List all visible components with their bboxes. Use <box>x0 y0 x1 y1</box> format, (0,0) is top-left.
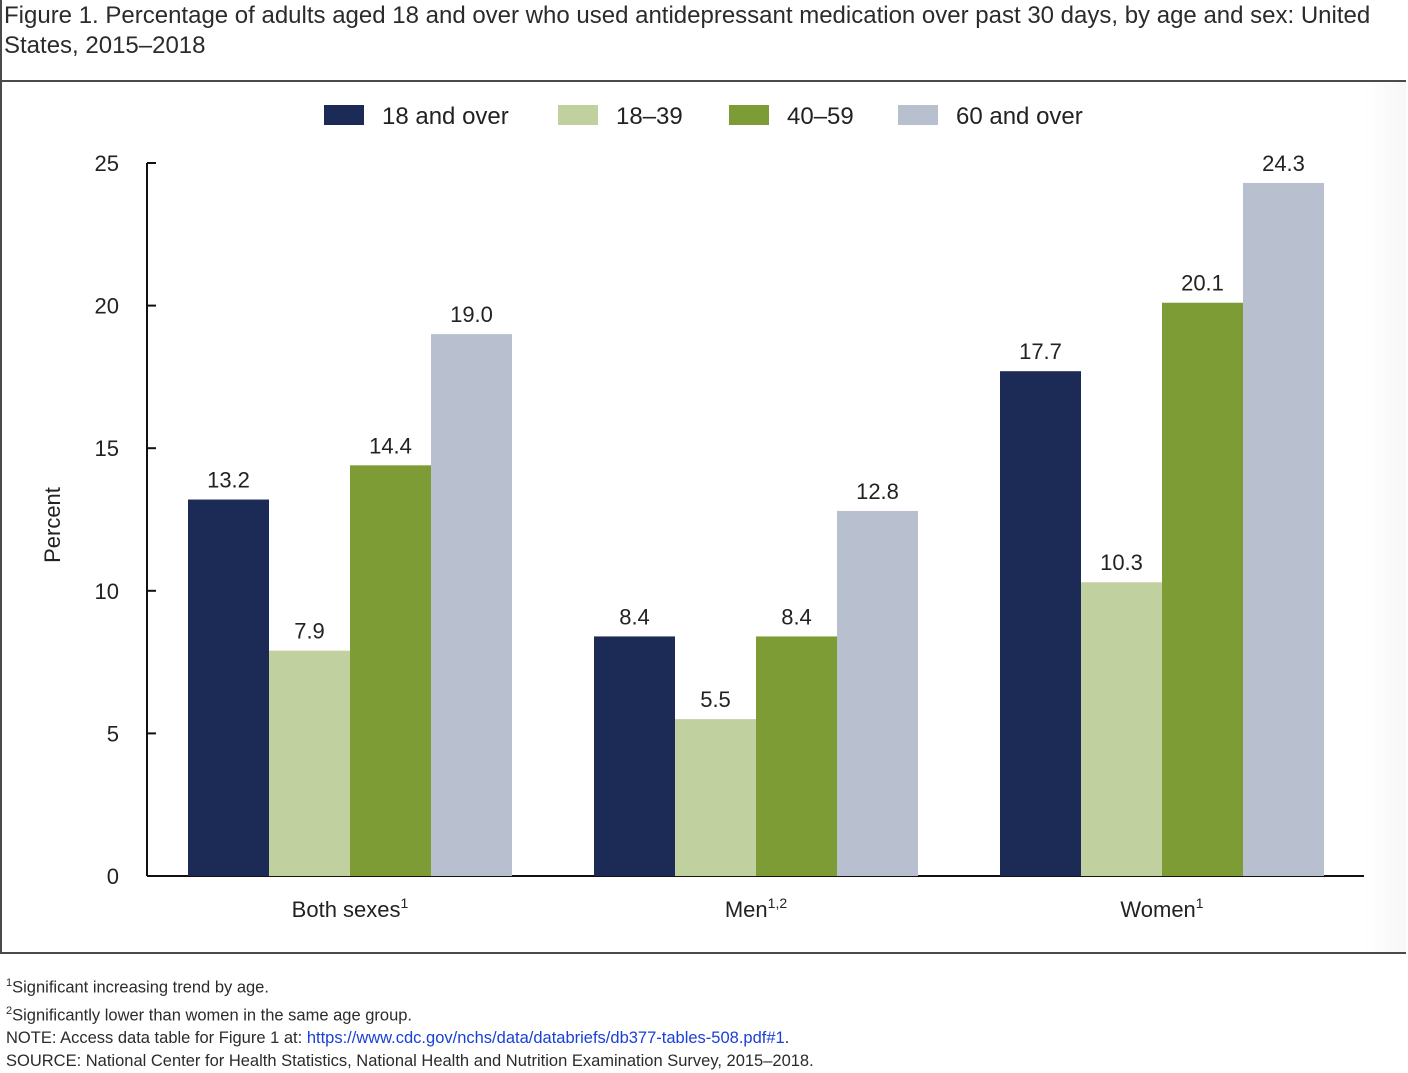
bar-1-1 <box>675 719 756 876</box>
category-label-sup-2: 1 <box>1196 895 1204 911</box>
category-label-text-0: Both sexes <box>292 897 401 922</box>
data-label-2-0: 17.7 <box>1019 339 1062 364</box>
category-label-text-1: Men <box>725 897 768 922</box>
bar-0-0 <box>188 499 269 876</box>
bar-2-0 <box>1000 371 1081 876</box>
data-label-1-3: 12.8 <box>856 479 899 504</box>
legend-label-3: 60 and over <box>956 103 1083 130</box>
legend-label-2: 40–59 <box>787 103 854 130</box>
legend-swatch-0 <box>324 105 364 125</box>
category-label-2: Women1 <box>1120 895 1203 922</box>
footnote-note: NOTE: Access data table for Figure 1 at:… <box>6 1027 814 1050</box>
data-label-1-1: 5.5 <box>700 687 731 712</box>
footnote-1: 1Significant increasing trend by age. <box>6 972 814 1000</box>
legend-label-1: 18–39 <box>616 103 683 130</box>
footnote-1-marker: 1 <box>6 977 13 989</box>
y-tick-label-5: 5 <box>107 721 119 746</box>
data-label-2-1: 10.3 <box>1100 550 1143 575</box>
y-tick-label-10: 10 <box>95 579 119 604</box>
bar-1-0 <box>594 636 675 876</box>
bar-0-3 <box>431 334 512 876</box>
footnotes: 1Significant increasing trend by age. 2S… <box>6 972 814 1073</box>
y-tick-label-20: 20 <box>95 294 119 319</box>
y-tick-label-25: 25 <box>95 151 119 176</box>
legend-label-0: 18 and over <box>382 103 509 130</box>
data-label-0-3: 19.0 <box>450 302 493 327</box>
category-label-0: Both sexes1 <box>292 895 409 922</box>
data-table-link[interactable]: https://www.cdc.gov/nchs/data/databriefs… <box>306 1029 785 1047</box>
figure-title: Figure 1. Percentage of adults aged 18 a… <box>4 2 1371 59</box>
data-label-0-1: 7.9 <box>294 619 325 644</box>
bar-2-1 <box>1081 582 1162 876</box>
data-label-0-0: 13.2 <box>207 468 250 493</box>
y-axis-title: Percent <box>40 487 65 563</box>
data-label-0-2: 14.4 <box>369 433 412 458</box>
data-label-2-3: 24.3 <box>1262 151 1305 176</box>
category-label-text-2: Women <box>1120 897 1195 922</box>
category-label-1: Men1,2 <box>725 895 787 922</box>
category-label-sup-0: 1 <box>401 895 409 911</box>
footnote-1-text: Significant increasing trend by age. <box>12 978 269 997</box>
bar-chart: 0510152025Percent13.28.417.77.95.510.314… <box>40 103 1364 922</box>
bar-2-3 <box>1243 182 1324 877</box>
bar-1-3 <box>837 510 918 876</box>
note-suffix: . <box>784 1029 790 1047</box>
note-prefix: NOTE: Access data table for Figure 1 at: <box>6 1029 307 1047</box>
data-label-1-2: 8.4 <box>781 604 812 629</box>
bar-0-2 <box>350 465 431 876</box>
title-left-rule <box>0 0 2 80</box>
data-label-1-0: 8.4 <box>619 604 650 629</box>
category-label-sup-1: 1,2 <box>768 895 788 911</box>
bar-2-2 <box>1162 302 1243 876</box>
footnote-2: 2Significantly lower than women in the s… <box>6 1000 814 1028</box>
legend-swatch-2 <box>729 105 769 125</box>
bar-1-2 <box>756 636 837 876</box>
y-tick-label-0: 0 <box>107 864 119 889</box>
legend-swatch-3 <box>898 105 938 125</box>
bar-0-1 <box>269 650 350 876</box>
legend-swatch-1 <box>558 105 598 125</box>
data-label-2-2: 20.1 <box>1181 271 1224 296</box>
y-tick-label-15: 15 <box>95 436 119 461</box>
footnote-2-marker: 2 <box>6 1004 13 1017</box>
footnote-2-text: Significantly lower than women in the sa… <box>12 1006 413 1024</box>
